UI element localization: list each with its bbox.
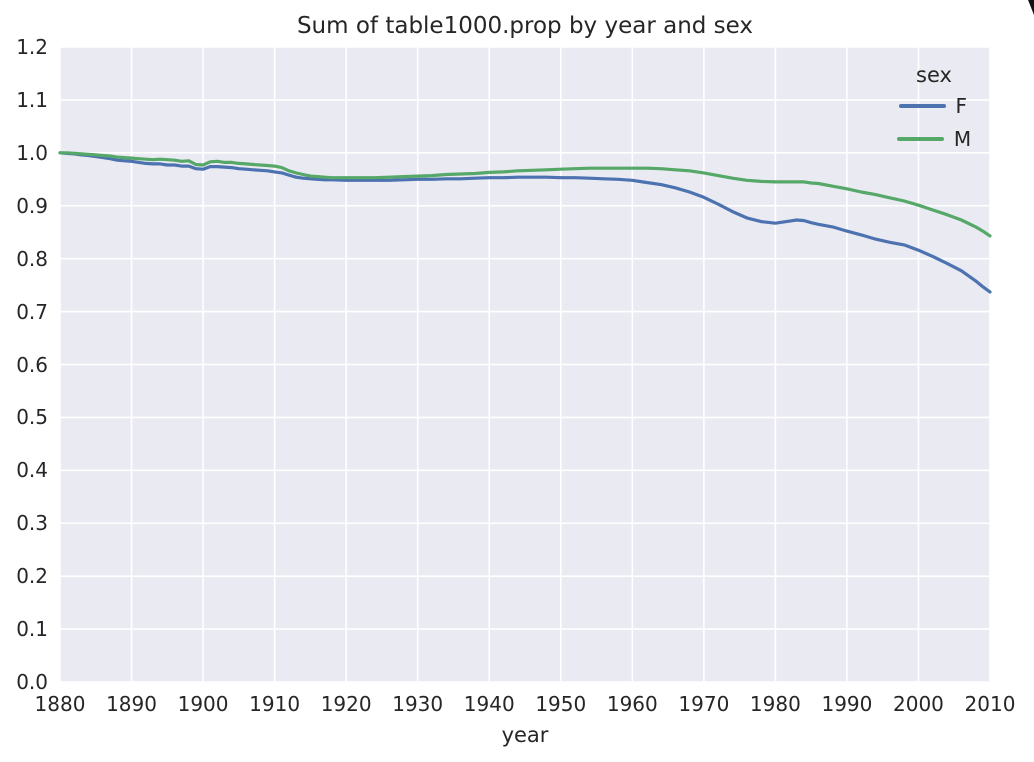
y-tick-label: 0.2 <box>16 564 48 589</box>
legend: sex F M <box>886 62 982 154</box>
y-tick-label: 0.3 <box>16 511 48 536</box>
legend-entry-f: F <box>886 90 982 121</box>
y-tick-label: 0.9 <box>16 193 48 218</box>
legend-label-m: M <box>953 126 972 151</box>
y-tick-label: 0.6 <box>16 352 48 377</box>
x-axis-label: year <box>501 723 549 747</box>
y-tick-label: 0.4 <box>16 458 48 483</box>
legend-label-f: F <box>955 93 968 118</box>
x-tick-label: 1930 <box>392 692 444 716</box>
legend-title: sex <box>916 63 952 87</box>
y-tick-label: 0.1 <box>16 617 48 642</box>
x-tick-label: 1900 <box>177 692 229 716</box>
chart-title: Sum of table1000.prop by year and sex <box>296 13 754 39</box>
series-line-m <box>58 151 992 238</box>
x-tick-label: 1880 <box>34 692 86 716</box>
y-tick-label: 0.0 <box>16 670 48 694</box>
x-tick-label: 2010 <box>964 692 1016 716</box>
legend-line-f-icon <box>898 103 946 108</box>
legend-entry-m: M <box>886 123 982 154</box>
x-tick-label: 2000 <box>893 692 944 716</box>
x-tick-label: 1950 <box>535 692 587 716</box>
x-tick-label: 1890 <box>106 692 157 716</box>
series-line-f <box>58 151 992 294</box>
x-tick-label: 1920 <box>320 692 372 716</box>
x-tick-label: 1910 <box>249 692 301 716</box>
y-tick-label: 1.0 <box>16 140 48 165</box>
y-tick-label: 1.2 <box>16 35 48 59</box>
legend-line-m-icon <box>896 136 944 141</box>
y-tick-label: 0.5 <box>16 405 48 430</box>
y-tick-label: 1.1 <box>16 87 48 112</box>
x-tick-label: 1970 <box>678 692 730 716</box>
y-tick-label: 0.8 <box>16 246 48 271</box>
x-tick-label: 1940 <box>463 692 515 716</box>
corner-artifact <box>1028 0 1034 15</box>
y-tick-label: 0.7 <box>16 299 48 324</box>
x-tick-label: 1960 <box>606 692 658 716</box>
x-tick-label: 1980 <box>749 692 801 716</box>
x-tick-label: 1990 <box>821 692 873 716</box>
